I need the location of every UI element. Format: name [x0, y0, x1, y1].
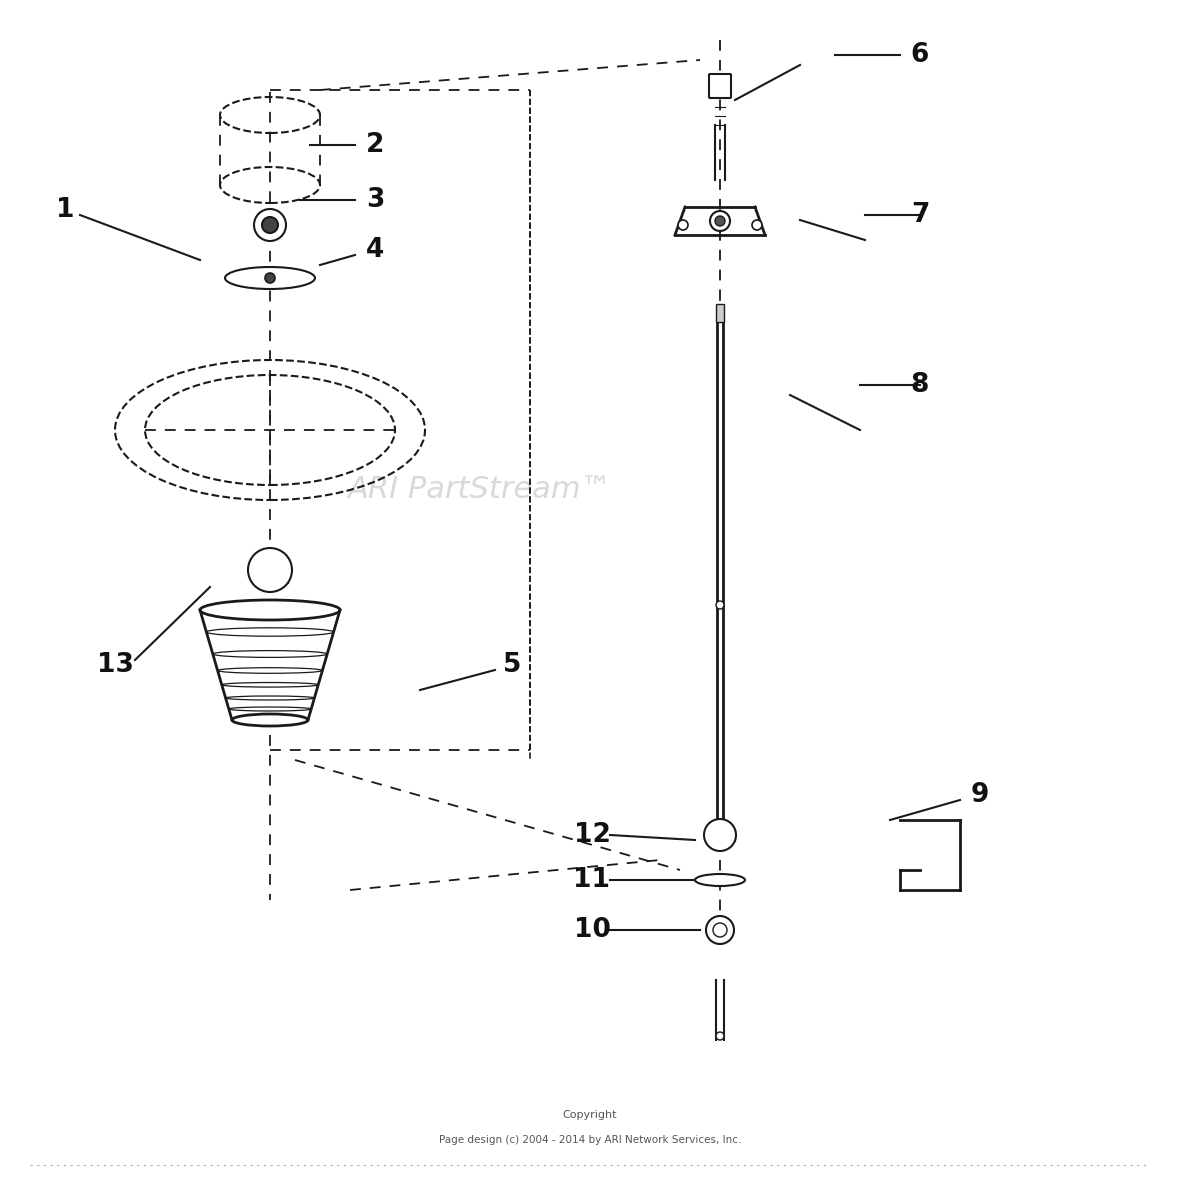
- Circle shape: [704, 819, 736, 851]
- Circle shape: [706, 916, 734, 944]
- Text: 7: 7: [911, 202, 929, 228]
- Text: Copyright: Copyright: [563, 1110, 617, 1120]
- Circle shape: [266, 273, 275, 283]
- Text: 8: 8: [911, 372, 929, 398]
- Text: 9: 9: [971, 782, 989, 808]
- Circle shape: [716, 601, 725, 609]
- Circle shape: [248, 548, 291, 592]
- Circle shape: [715, 216, 725, 227]
- Circle shape: [752, 219, 762, 230]
- Text: 2: 2: [366, 132, 385, 158]
- Text: 5: 5: [503, 653, 522, 678]
- Text: 12: 12: [573, 822, 610, 848]
- Circle shape: [254, 209, 286, 241]
- Ellipse shape: [695, 874, 745, 886]
- Bar: [716, 304, 725, 322]
- Text: 3: 3: [366, 186, 385, 214]
- Text: Page design (c) 2004 - 2014 by ARI Network Services, Inc.: Page design (c) 2004 - 2014 by ARI Netwo…: [439, 1135, 741, 1145]
- Circle shape: [678, 219, 688, 230]
- Circle shape: [262, 217, 278, 232]
- Text: 6: 6: [911, 42, 929, 68]
- FancyBboxPatch shape: [709, 74, 730, 98]
- Text: 1: 1: [55, 197, 74, 223]
- Text: 13: 13: [97, 653, 133, 678]
- Text: 10: 10: [573, 917, 610, 943]
- Circle shape: [710, 211, 730, 231]
- Text: 11: 11: [573, 867, 610, 893]
- Ellipse shape: [716, 1032, 725, 1040]
- Text: 4: 4: [366, 237, 385, 263]
- Text: ARI PartStream™: ARI PartStream™: [348, 476, 612, 505]
- Ellipse shape: [225, 267, 315, 289]
